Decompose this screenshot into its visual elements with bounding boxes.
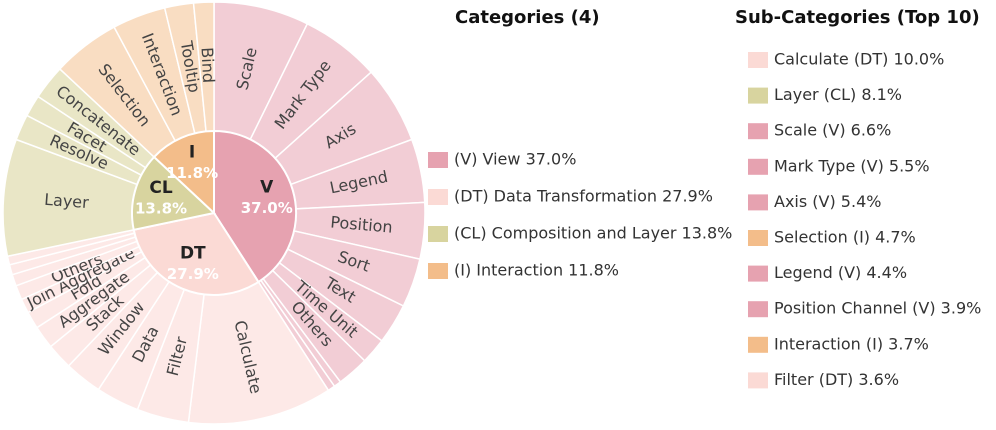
inner-name: I [189, 143, 195, 163]
legend-label: Selection (I) 4.7% [774, 228, 916, 247]
legend-swatch [748, 123, 768, 140]
inner-slice [132, 211, 260, 296]
inner-slice [152, 129, 215, 216]
legend-swatch [748, 301, 768, 318]
legend-label: (DT) Data Transformation 27.9% [454, 187, 713, 206]
legend-label: Scale (V) 6.6% [774, 121, 891, 140]
legend-swatch [748, 265, 768, 282]
legend-label: Axis (V) 5.4% [774, 192, 881, 211]
legend-swatch [748, 87, 768, 104]
inner-value-label: 27.9% [167, 265, 219, 283]
legend-swatch [428, 226, 448, 242]
subcategories-legend-title: Sub-Categories (Top 10) [735, 7, 980, 28]
legend-swatch [428, 263, 448, 279]
legend-swatch [428, 152, 448, 168]
inner-value-label: 13.8% [135, 200, 187, 218]
legend-label: Layer (CL) 8.1% [774, 85, 902, 104]
outer-label: Layer [44, 190, 90, 212]
legend-label: Filter (DT) 3.6% [774, 370, 899, 389]
legend-swatch [748, 336, 768, 353]
legend-swatch [428, 189, 448, 205]
categories-legend-title: Categories (4) [455, 7, 600, 28]
legend-swatch [748, 52, 768, 68]
legend-label: Interaction (I) 3.7% [774, 334, 929, 353]
legend-label: Position Channel (V) 3.9% [774, 299, 981, 318]
legend-label: Legend (V) 4.4% [774, 263, 907, 282]
legend-label: Calculate (DT) 10.0% [774, 50, 944, 69]
legend-swatch [748, 230, 768, 246]
inner-name: DT [180, 244, 206, 264]
legend-swatch [748, 158, 768, 175]
legend-swatch [748, 194, 768, 211]
outer-label: Bind [197, 47, 218, 84]
legend-label: Mark Type (V) 5.5% [774, 156, 930, 175]
inner-slice [131, 155, 217, 232]
legend-label: (V) View 37.0% [454, 150, 576, 169]
legend-swatch [748, 372, 768, 389]
inner-value-label: 11.8% [166, 164, 218, 182]
inner-value-label: 37.0% [241, 199, 293, 217]
legend-label: (I) Interaction 11.8% [454, 261, 619, 280]
inner-name: V [260, 177, 274, 197]
legend-label: (CL) Composition and Layer 13.8% [454, 224, 732, 243]
inner-name: CL [149, 178, 172, 198]
